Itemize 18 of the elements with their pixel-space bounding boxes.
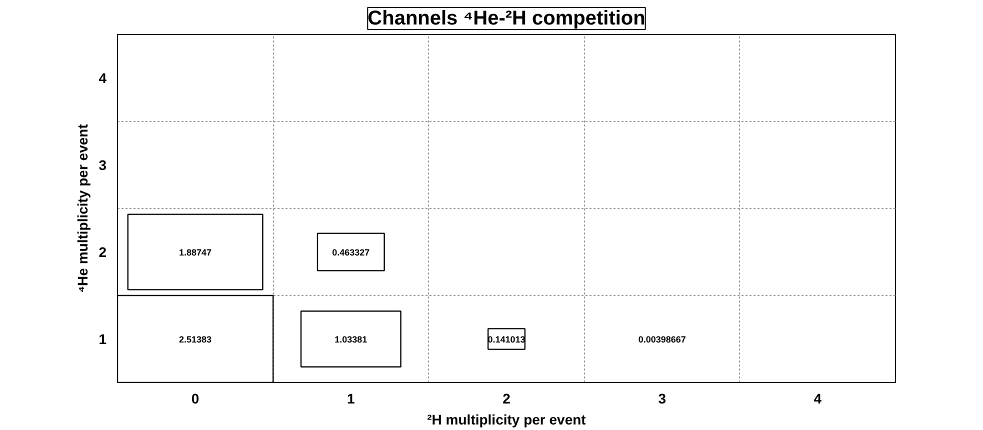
x-tick-label: 2: [502, 390, 511, 406]
y-tick-label: 3: [98, 157, 107, 173]
chart-title: Channels ⁴He-²H competition: [368, 8, 646, 30]
y-tick-label: 4: [98, 70, 107, 86]
y-tick-label: 2: [98, 244, 107, 260]
y-axis-title: ⁴He multiplicity per event: [74, 124, 91, 293]
x-tick-label: 1: [347, 390, 356, 406]
data-label: 1.03381: [334, 334, 368, 344]
x-tick-label: 3: [658, 390, 666, 406]
y-tick-label: 1: [98, 331, 107, 347]
data-label: 2.51383: [179, 334, 212, 344]
x-tick-label: 4: [814, 390, 822, 406]
x-axis-title: ²H multiplicity per event: [427, 412, 586, 428]
x-tick-label: 0: [191, 390, 200, 406]
data-label: 0.00398667: [638, 334, 686, 344]
data-label: 0.141013: [488, 334, 526, 344]
data-label: 0.463327: [332, 248, 370, 258]
data-label: 1.88747: [179, 248, 212, 258]
